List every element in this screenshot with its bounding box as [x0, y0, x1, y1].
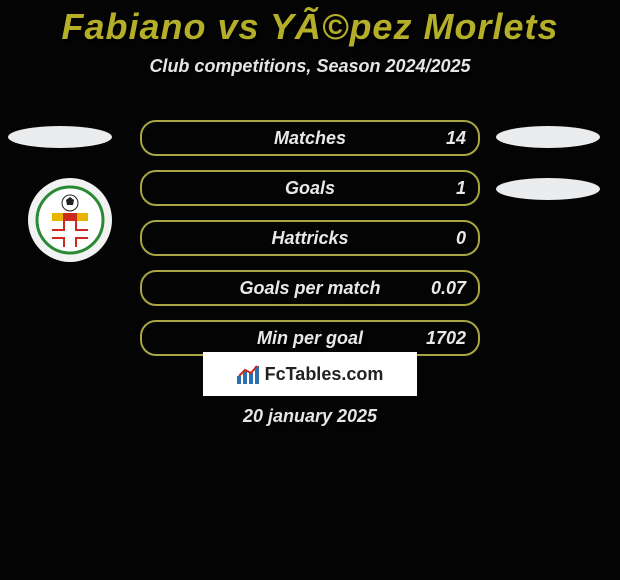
player2-oval-bottom	[496, 178, 600, 200]
bars-icon	[237, 364, 259, 384]
stat-p1-value: 1	[456, 172, 466, 204]
date-text: 20 january 2025	[0, 406, 620, 427]
stat-row: Min per goal 1702	[140, 320, 480, 356]
stat-row: Hattricks 0	[140, 220, 480, 256]
stat-label: Hattricks	[142, 222, 478, 254]
stat-label: Goals per match	[142, 272, 478, 304]
club-badge-svg	[35, 185, 105, 255]
stat-p1-value: 0.07	[431, 272, 466, 304]
player1-oval-top	[8, 126, 112, 148]
brand-box[interactable]: FcTables.com	[203, 352, 417, 396]
stat-label: Matches	[142, 122, 478, 154]
stat-p1-value: 14	[446, 122, 466, 154]
player2-oval-top	[496, 126, 600, 148]
brand-text: FcTables.com	[265, 364, 384, 385]
subtitle: Club competitions, Season 2024/2025	[0, 56, 620, 77]
stat-p1-value: 0	[456, 222, 466, 254]
stats-container: Matches 14 Goals 1 Hattricks 0 Goals per…	[140, 120, 480, 370]
page-title: Fabiano vs YÃ©pez Morlets	[0, 0, 620, 48]
stat-row: Matches 14	[140, 120, 480, 156]
stat-p1-value: 1702	[426, 322, 466, 354]
stat-row: Goals per match 0.07	[140, 270, 480, 306]
stat-row: Goals 1	[140, 170, 480, 206]
stat-label: Goals	[142, 172, 478, 204]
club-badge	[28, 178, 112, 262]
